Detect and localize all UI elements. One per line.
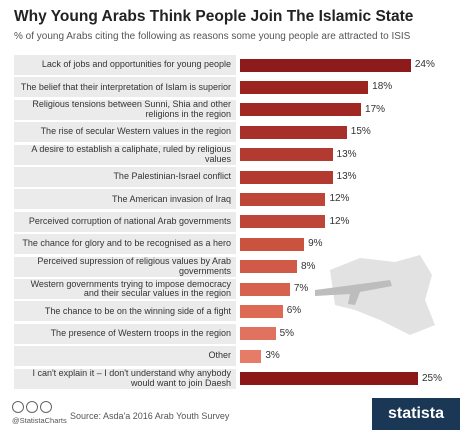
category-label: The Palestinian-Israel conflict (14, 167, 236, 187)
value-label: 13% (336, 148, 357, 160)
map-silhouette (315, 255, 435, 335)
bar (240, 215, 326, 229)
category-label: Lack of jobs and opportunities for young… (14, 55, 236, 75)
value-label: 13% (336, 171, 357, 182)
value-label: 3% (265, 350, 280, 362)
bar (240, 372, 418, 386)
category-label: Religious tensions between Sunni, Shia a… (14, 100, 236, 120)
value-label: 12% (329, 215, 350, 227)
value-label: 25% (422, 372, 443, 384)
source: Source: Asda'a 2016 Arab Youth Survey (70, 411, 230, 421)
category-label: The American invasion of Iraq (14, 189, 236, 210)
bar (240, 327, 276, 341)
category-label: A desire to establish a caliphate, ruled… (14, 144, 236, 165)
value-label: 7% (293, 283, 309, 294)
chart-subtitle: % of young Arabs citing the following as… (14, 31, 411, 42)
bar (240, 304, 283, 318)
value-label: 5% (279, 327, 295, 339)
bar (240, 148, 333, 162)
value-label: 9% (308, 238, 323, 250)
handle: @StatistaCharts (12, 416, 67, 425)
value-label: 12% (329, 193, 350, 205)
logo: statista (372, 398, 460, 430)
category-label: The chance for glory and to be recognise… (14, 234, 236, 255)
category-label: The chance to be on the winning side of … (14, 301, 236, 322)
bar (240, 349, 262, 363)
value-label: 17% (365, 103, 386, 115)
bar (240, 125, 347, 139)
category-label: Perceived corruption of national Arab go… (14, 211, 236, 232)
category-label: The belief that their interpretation of … (14, 77, 236, 98)
value-label: 18% (372, 81, 393, 93)
bar (240, 170, 333, 184)
category-label: The rise of secular Western values in th… (14, 122, 236, 143)
license-icons (12, 401, 52, 413)
value-label: 15% (350, 126, 371, 138)
category-label: Western governments trying to impose dem… (14, 279, 236, 299)
bar (240, 237, 305, 251)
bar (240, 192, 326, 206)
category-label: Other (14, 346, 236, 367)
bar (240, 103, 362, 117)
bar (240, 58, 411, 72)
bar (240, 282, 290, 296)
value-label: 8% (300, 260, 316, 272)
category-label: I can't explain it – I don't understand … (14, 368, 236, 389)
value-label: 24% (414, 59, 435, 70)
chart-title: Why Young Arabs Think People Join The Is… (14, 8, 414, 25)
bar (240, 80, 369, 94)
value-label: 6% (286, 305, 302, 317)
bar (240, 260, 297, 274)
category-label: Perceived supression of religious values… (14, 256, 236, 277)
category-label: The presence of Western troops in the re… (14, 323, 236, 344)
